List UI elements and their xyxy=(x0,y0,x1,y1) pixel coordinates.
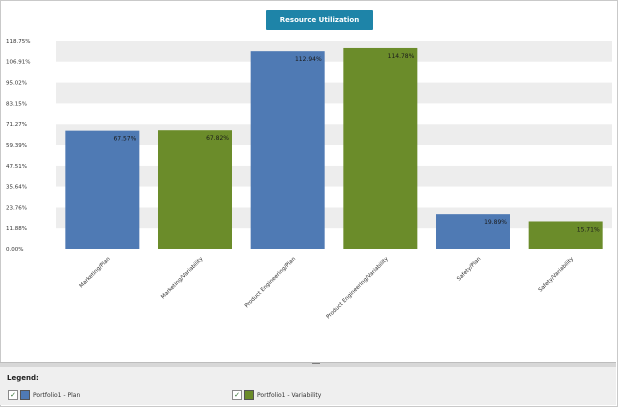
grid-band xyxy=(56,165,612,187)
y-tick-label: 23.76% xyxy=(6,205,27,211)
grid-band xyxy=(56,61,612,83)
bar[interactable] xyxy=(343,47,418,250)
grid-band xyxy=(56,124,612,145)
bar-value-label: 112.94% xyxy=(295,56,322,63)
bar[interactable] xyxy=(65,130,140,249)
grid-bands xyxy=(56,41,612,249)
bar-chart: 0.00% 11.88% 23.76% 35.64% 47.51% 59.39% 71.27… xyxy=(6,39,612,321)
x-tick-label: Safety/Variability xyxy=(538,256,576,294)
value-labels: 67.57% 67.82% 112.94% 114.78% 19.89% 15.71% xyxy=(113,53,600,234)
y-tick-label: 106.91% xyxy=(6,60,30,66)
grid-band xyxy=(56,144,612,166)
y-tick-label: 0.00% xyxy=(6,247,23,253)
grid-band xyxy=(56,207,612,229)
x-tick-label: Safety/Plan xyxy=(456,256,483,283)
legend-label-variability: Portfolio1 - Variability xyxy=(257,391,322,399)
legend-item-variability[interactable]: ✓ Portfolio1 - Variability xyxy=(232,389,321,401)
bar-value-label: 67.57% xyxy=(113,136,136,143)
checkbox-icon[interactable]: ✓ xyxy=(8,390,18,400)
bar-value-label: 114.78% xyxy=(388,53,415,60)
bar-value-label: 15.71% xyxy=(577,226,600,233)
legend-title: Legend: xyxy=(7,374,39,382)
y-tick-label: 47.51% xyxy=(6,164,27,170)
y-tick-label: 95.02% xyxy=(6,81,27,87)
x-tick-label: Marketing/Variability xyxy=(160,256,205,301)
x-tick-label: Product Engineering/Variability xyxy=(326,256,391,321)
bar[interactable] xyxy=(158,130,232,249)
legend-panel xyxy=(0,367,616,405)
legend-label-plan: Portfolio1 - Plan xyxy=(33,391,81,399)
splitter-grip-icon[interactable] xyxy=(312,363,320,364)
y-tick-label: 71.27% xyxy=(6,122,27,128)
chart-title: Resource Utilization xyxy=(266,10,373,30)
grid-band xyxy=(56,228,612,249)
y-tick-label: 59.39% xyxy=(6,143,27,149)
x-tick-label: Product Engineering/Plan xyxy=(244,256,298,310)
panel-splitter[interactable] xyxy=(0,362,616,367)
bar[interactable] xyxy=(436,214,510,249)
legend-item-plan[interactable]: ✓ Portfolio1 - Plan xyxy=(8,389,80,401)
y-tick-label: 35.64% xyxy=(6,185,27,191)
checkbox-icon[interactable]: ✓ xyxy=(232,390,242,400)
grid-band xyxy=(56,82,612,104)
y-tick-label: 11.88% xyxy=(6,226,27,232)
bars xyxy=(65,47,603,250)
y-tick-label: 83.15% xyxy=(6,101,27,107)
grid-band xyxy=(56,103,612,125)
x-tick-label: Marketing/Plan xyxy=(79,256,113,290)
legend-swatch-plan xyxy=(20,390,30,400)
grid-band xyxy=(56,41,612,62)
y-tick-label: 118.75% xyxy=(6,39,30,45)
x-axis-labels: Marketing/Plan Marketing/Variability Produ… xyxy=(79,256,576,321)
grid-band xyxy=(56,186,612,208)
bar-value-label: 67.82% xyxy=(206,135,229,142)
bar[interactable] xyxy=(250,51,325,250)
bar-value-label: 19.89% xyxy=(484,219,507,226)
y-axis-ticks: 0.00% 11.88% 23.76% 35.64% 47.51% 59.39% 71.27… xyxy=(6,39,30,253)
legend-swatch-variability xyxy=(244,390,254,400)
bar[interactable] xyxy=(528,221,603,249)
